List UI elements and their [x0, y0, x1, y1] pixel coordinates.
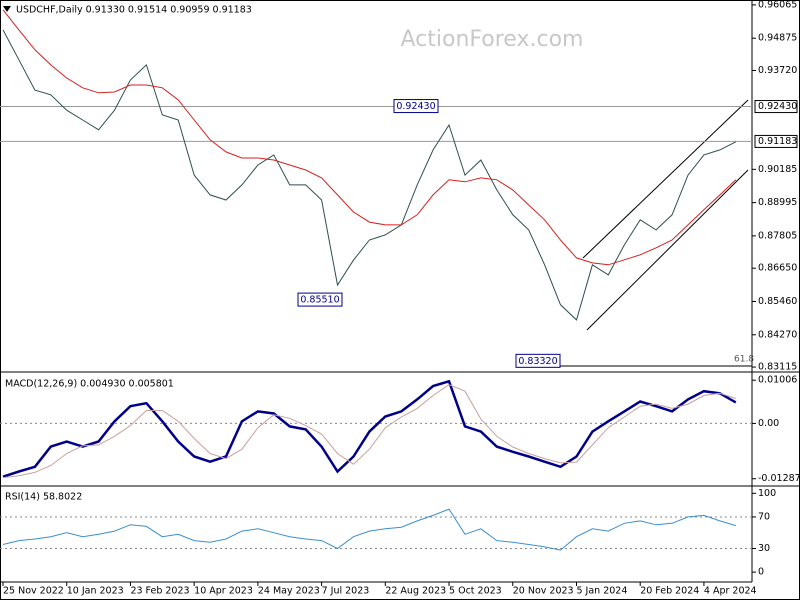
y-tick-label: 100 — [758, 488, 776, 499]
y-tick-label: 0.84270 — [758, 329, 797, 340]
channel-line — [586, 169, 749, 331]
y-tick-label: 0 — [758, 567, 764, 578]
x-tick-label: 22 Aug 2023 — [385, 586, 446, 597]
y-tick-label: 0.00 — [758, 418, 779, 429]
x-tick-label: 20 Feb 2024 — [640, 586, 699, 597]
annotation-label: 0.92430 — [396, 101, 435, 112]
menu-arrow — [3, 6, 11, 12]
annotation-box — [393, 99, 439, 114]
watermark: ActionForex.com — [401, 27, 584, 52]
x-tick-label: 5 Oct 2023 — [449, 586, 502, 597]
y-tick-label: 30 — [758, 543, 770, 554]
y-tick-label: 0.93720 — [758, 65, 797, 76]
x-tick-label: 23 Feb 2023 — [130, 586, 189, 597]
price-box-label: 0.92430 — [758, 101, 797, 112]
y-tick-label: 0.86650 — [758, 263, 797, 274]
series-line — [2, 508, 736, 551]
panel-title: MACD(12,26,9) 0.004930 0.005801 — [5, 379, 174, 390]
y-tick-label: 0.01006 — [758, 375, 797, 386]
y-tick-label: -0.012878 — [758, 473, 800, 484]
y-tick-label: 0.96065 — [758, 0, 797, 10]
annotation-box — [515, 353, 561, 368]
y-tick-label: 0.94875 — [758, 33, 797, 44]
series-line — [2, 29, 737, 321]
x-tick-label: 24 May 2023 — [258, 586, 320, 597]
price-box-label: 0.91183 — [758, 136, 797, 147]
series-line — [2, 384, 736, 479]
y-tick-label: 0.85460 — [758, 296, 797, 307]
y-tick-label: 0.87805 — [758, 230, 797, 241]
x-tick-label: 10 Jan 2023 — [67, 586, 124, 597]
price-box — [754, 100, 798, 114]
panel-title: RSI(14) 58.8022 — [5, 492, 82, 503]
y-tick-label: 0.88995 — [758, 197, 797, 208]
annotation-box — [297, 292, 343, 307]
x-tick-label: 4 Apr 2024 — [704, 586, 757, 597]
x-tick-label: 10 Apr 2023 — [194, 586, 253, 597]
y-tick-label: 0.83115 — [758, 362, 797, 373]
y-tick-label: 70 — [758, 511, 770, 522]
series-line — [2, 9, 737, 266]
annotation-label: 0.85510 — [300, 295, 339, 306]
panel-title: USDCHF,Daily 0.91330 0.91514 0.90959 0.9… — [16, 5, 252, 16]
series-line — [2, 379, 737, 478]
x-tick-label: 25 Nov 2022 — [3, 586, 64, 597]
annotation-label: 0.83320 — [518, 356, 557, 367]
price-box — [754, 134, 798, 148]
fib-label: 61.8 — [734, 355, 754, 365]
channel-line — [582, 99, 749, 259]
x-tick-label: 7 Jul 2023 — [322, 586, 370, 597]
x-tick-label: 5 Jan 2024 — [576, 586, 627, 597]
y-tick-label: 0.90185 — [758, 164, 797, 175]
x-tick-label: 20 Nov 2023 — [513, 586, 574, 597]
